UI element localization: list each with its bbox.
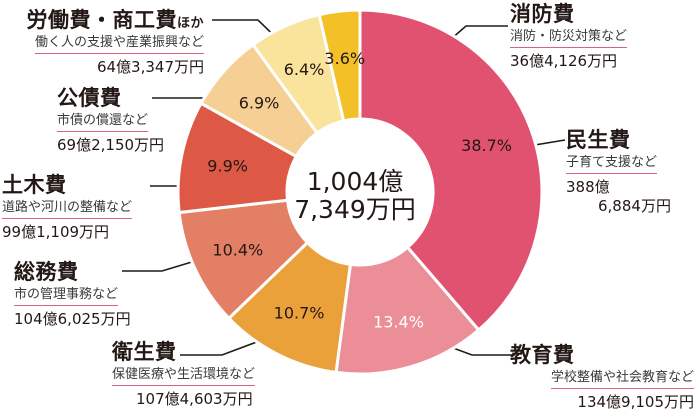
label-shobo-desc: 消防・防災対策など <box>510 29 628 49</box>
label-rodo-amount: 64億3,347万円 <box>96 58 204 77</box>
label-rodo: 労働費・商工費ほか 働く人の支援や産業振興など 64億3,347万円 <box>6 8 204 76</box>
pie-slice-label-2: 13.4% <box>373 312 424 331</box>
label-shobo-amount: 36億4,126万円 <box>510 52 618 71</box>
label-minsei-name: 民生費 <box>566 128 631 152</box>
label-minsei-desc: 子育て支援など <box>566 155 658 175</box>
label-kosai-desc: 市債の償還など <box>57 113 149 133</box>
pie-slice-label-8: 3.6% <box>324 49 365 68</box>
label-rodo-name-suffix: ほか <box>176 16 204 31</box>
label-eisei-desc: 保健医療や生活環境など <box>112 367 256 387</box>
label-kosai-name: 公債費 <box>57 86 122 110</box>
label-doboku-name: 土木費 <box>2 173 67 197</box>
pie-slice-label-3: 10.7% <box>274 303 325 322</box>
label-somu: 総務費 市の管理事務など 104億6,025万円 <box>14 260 131 328</box>
chart-center-total: 1,004億 7,349万円 <box>290 168 420 223</box>
label-shobo: 消防費 消防・防災対策など 36億4,126万円 <box>510 2 628 71</box>
label-rodo-desc: 働く人の支援や産業振興など <box>34 35 204 55</box>
label-somu-desc: 市の管理事務など <box>14 287 119 307</box>
label-rodo-name: 労働費・商工費ほか <box>6 8 204 32</box>
label-minsei-amount-2: 6,884万円 <box>598 197 671 216</box>
center-total-line1: 1,004億 <box>306 167 404 196</box>
label-kyoiku-amount: 134億9,105万円 <box>577 393 694 412</box>
label-doboku-amount: 99億1,109万円 <box>2 223 110 242</box>
label-kyoiku-name: 教育費 <box>510 343 575 367</box>
label-rodo-name-main: 労働費・商工費 <box>26 8 177 32</box>
label-eisei-name: 衛生費 <box>112 340 177 364</box>
center-total-line2: 7,349万円 <box>294 194 416 224</box>
label-somu-amount: 104億6,025万円 <box>14 310 131 329</box>
label-somu-name: 総務費 <box>14 260 79 284</box>
pie-slice-label-1: 38.7% <box>461 136 512 155</box>
donut-hole <box>287 119 433 265</box>
label-minsei: 民生費 子育て支援など 388億 6,884万円 <box>566 128 671 216</box>
label-doboku-desc: 道路や河川の整備など <box>2 200 133 220</box>
pie-slice-label-5: 9.9% <box>207 156 248 175</box>
label-shobo-name: 消防費 <box>510 2 575 26</box>
label-kyoiku-desc: 学校整備や社会教育など <box>550 370 694 390</box>
pie-slice-label-7: 6.4% <box>284 60 325 79</box>
label-eisei: 衛生費 保健医療や生活環境など 107億4,603万円 <box>112 340 256 409</box>
label-kosai: 公債費 市債の償還など 69億2,150万円 <box>57 86 164 154</box>
label-eisei-amount: 107億4,603万円 <box>136 390 253 409</box>
label-kyoiku: 教育費 学校整備や社会教育など 134億9,105万円 <box>480 343 694 411</box>
label-kosai-amount: 69億2,150万円 <box>57 136 165 155</box>
leader-line <box>180 339 263 356</box>
pie-slice-label-6: 6.9% <box>239 93 280 112</box>
pie-slice-label-4: 10.4% <box>212 240 263 259</box>
label-minsei-amount-1: 388億 <box>566 178 610 197</box>
label-doboku: 土木費 道路や河川の整備など 99億1,109万円 <box>2 173 133 242</box>
